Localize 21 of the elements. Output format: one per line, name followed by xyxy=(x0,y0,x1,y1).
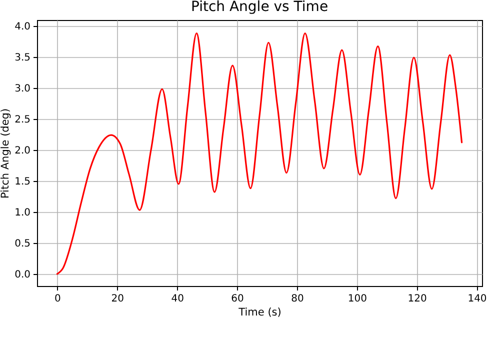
x-axis-title: Time (s) xyxy=(238,306,282,318)
x-tick-label: 140 xyxy=(468,294,487,304)
x-tick-label: 20 xyxy=(111,294,124,304)
x-tick-label: 0 xyxy=(54,294,61,304)
x-tick-label: 80 xyxy=(291,294,304,304)
y-tick-label: 2.5 xyxy=(14,114,30,126)
y-tick-label: 1.0 xyxy=(14,207,30,218)
y-tick-label: 2.0 xyxy=(14,145,30,156)
x-tick-label: 40 xyxy=(171,294,184,304)
x-tick-label: 120 xyxy=(408,294,427,304)
y-axis-title: Pitch Angle (deg) xyxy=(0,108,12,199)
line-series xyxy=(56,32,463,275)
y-tick-label: 0.0 xyxy=(14,269,30,280)
y-tick-label: 3.0 xyxy=(14,83,30,94)
y-tick-label: 4.0 xyxy=(14,21,30,32)
y-tick-label: 0.5 xyxy=(14,238,30,250)
y-tick-label: 3.5 xyxy=(14,52,30,64)
y-tick-label: 1.5 xyxy=(14,176,30,188)
chart-title: Pitch Angle vs Time xyxy=(190,0,328,15)
x-tick-label: 60 xyxy=(231,294,244,304)
x-tick-label: 100 xyxy=(348,294,367,304)
